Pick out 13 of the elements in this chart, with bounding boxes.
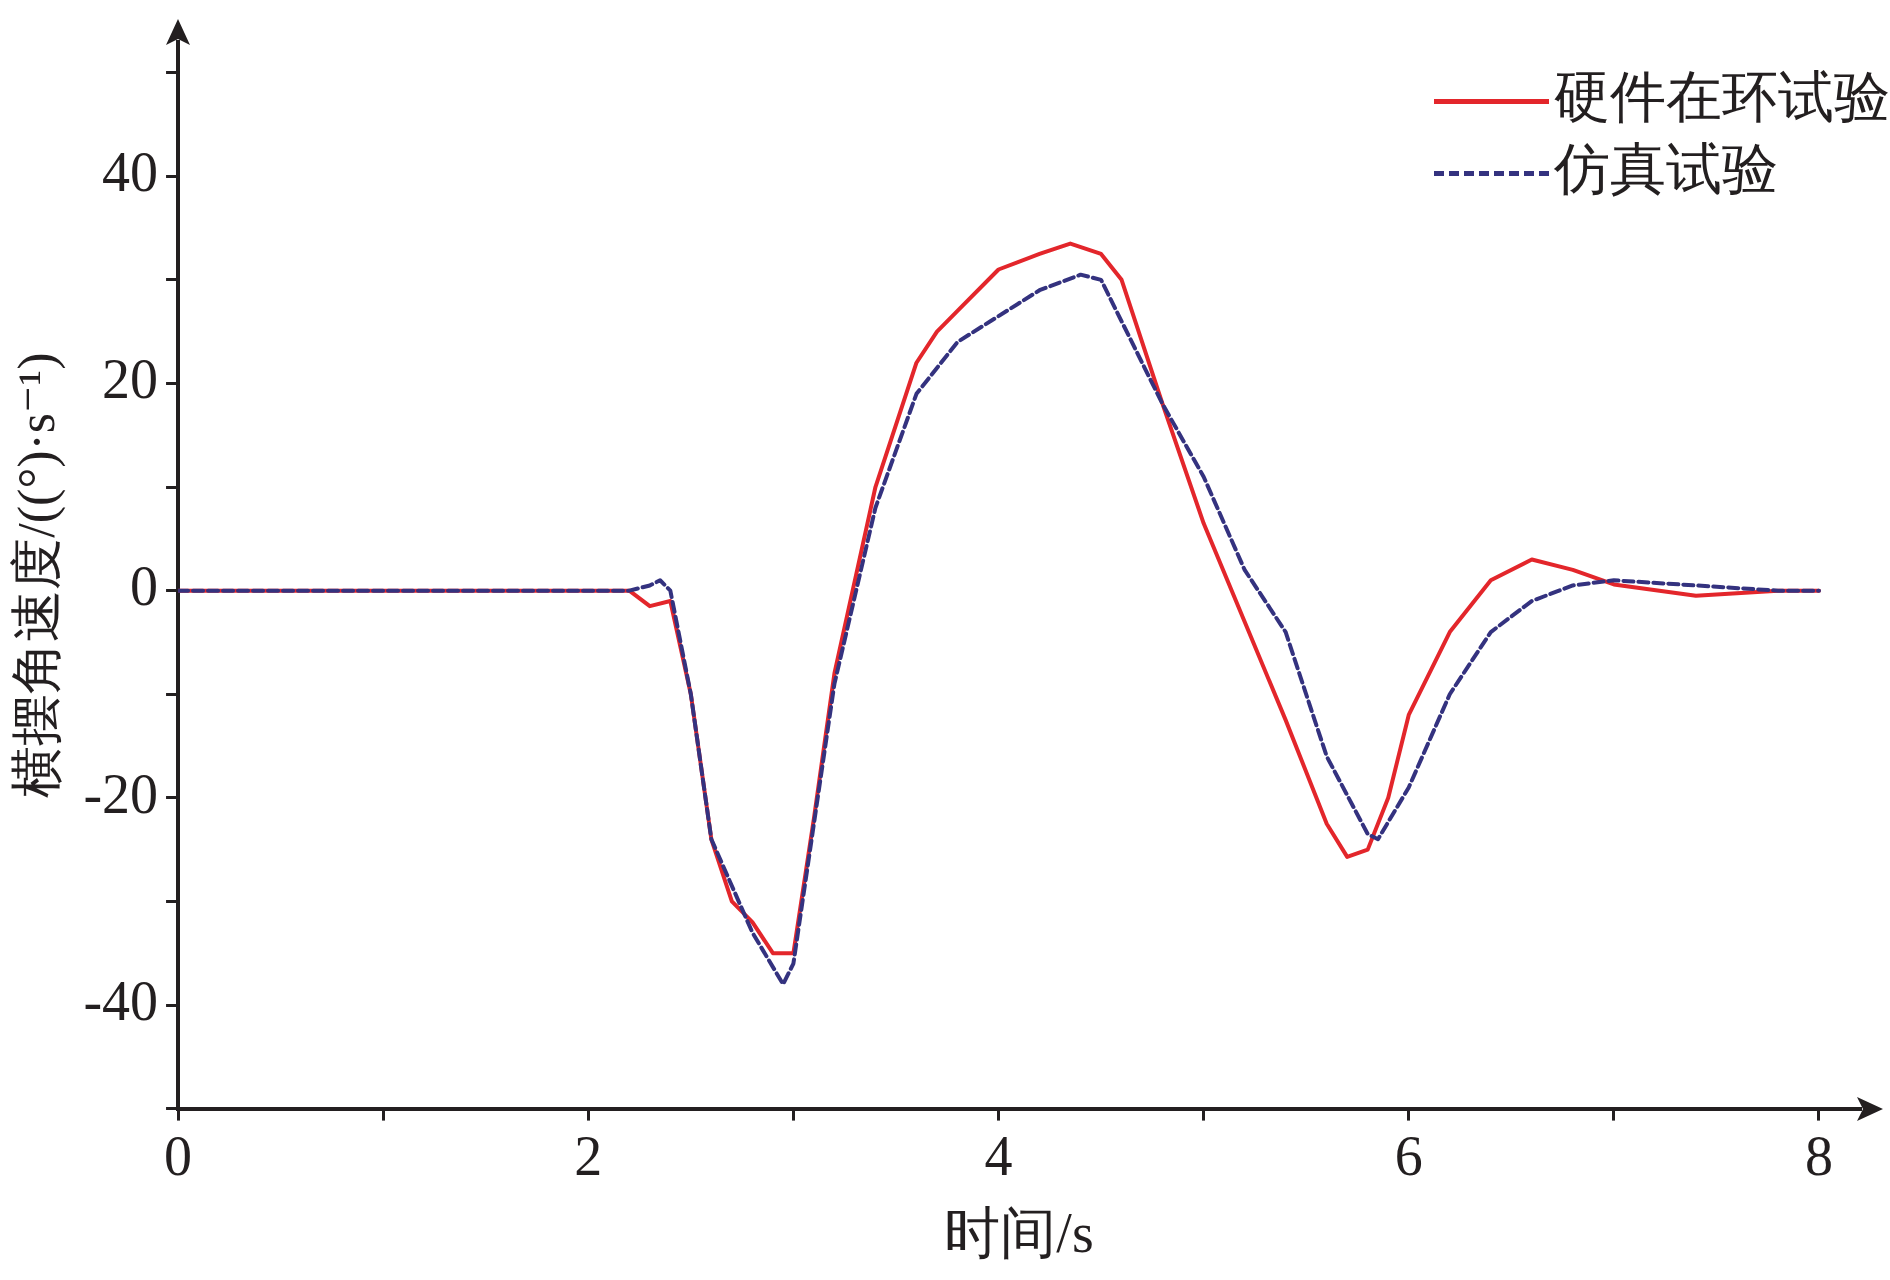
y-tick-label: 20 <box>102 348 159 411</box>
legend-label: 硬件在环试验 <box>1554 66 1890 129</box>
x-tick-label: 4 <box>984 1124 1013 1187</box>
x-tick-label: 8 <box>1804 1124 1833 1187</box>
x-axis-title: 时间/s <box>944 1202 1094 1265</box>
y-tick-label: -40 <box>83 969 159 1032</box>
x-tick-label: 6 <box>1394 1124 1423 1187</box>
y-axis-title: 横摆角速度/((°)·s⁻¹) <box>7 352 66 798</box>
legend-label: 仿真试验 <box>1553 138 1778 201</box>
y-tick-label: 40 <box>102 140 159 203</box>
x-tick-label: 2 <box>574 1124 603 1187</box>
y-tick-label: 0 <box>130 555 159 618</box>
y-tick-label: -20 <box>83 762 159 825</box>
